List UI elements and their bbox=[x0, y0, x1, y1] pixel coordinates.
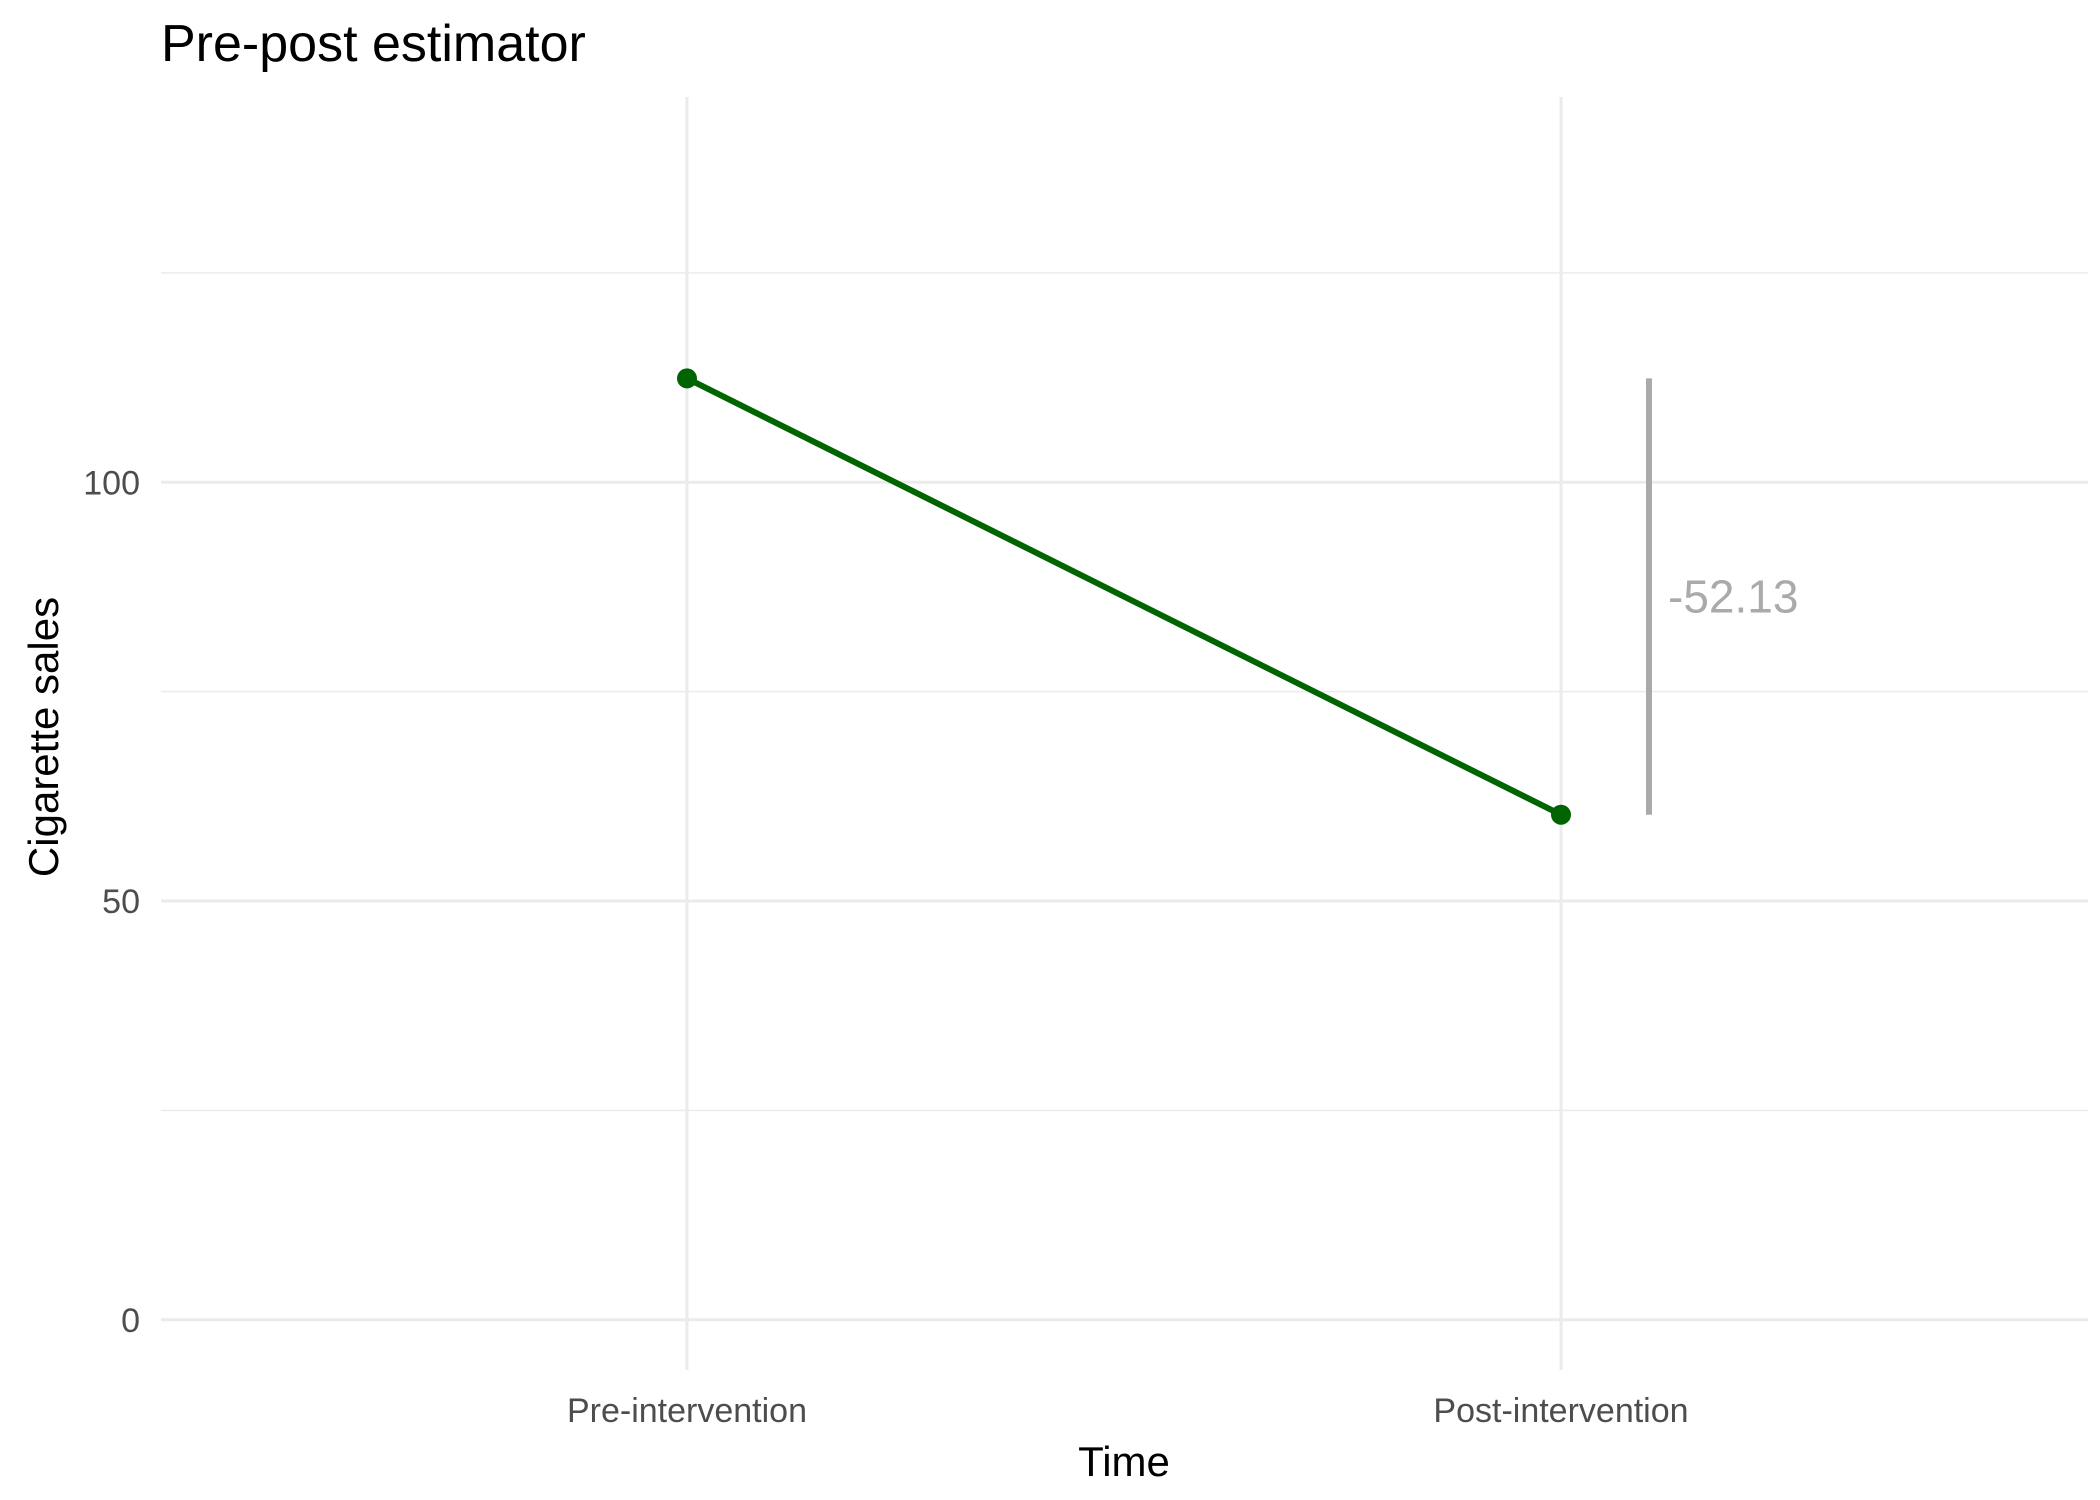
y-tick-label: 0 bbox=[121, 1302, 140, 1340]
x-tick-label: Pre-intervention bbox=[567, 1392, 807, 1430]
y-tick-label: 50 bbox=[102, 883, 140, 921]
series-group bbox=[677, 368, 1571, 825]
gridlines bbox=[161, 97, 2088, 1370]
difference-annotation: -52.13 bbox=[1646, 378, 1798, 815]
y-axis-title: Cigarette sales bbox=[20, 597, 67, 877]
y-tick-labels: 0 50 100 bbox=[83, 464, 140, 1340]
x-axis-title: Time bbox=[1078, 1438, 1170, 1485]
data-point bbox=[677, 368, 697, 389]
x-tick-labels: Pre-intervention Post-intervention bbox=[567, 1392, 1689, 1430]
data-point bbox=[1551, 804, 1571, 825]
series-line bbox=[684, 375, 1564, 818]
chart-title: Pre-post estimator bbox=[161, 15, 586, 73]
x-tick-label: Post-intervention bbox=[1433, 1392, 1688, 1430]
difference-label: -52.13 bbox=[1668, 571, 1798, 623]
y-tick-label: 100 bbox=[83, 464, 140, 502]
